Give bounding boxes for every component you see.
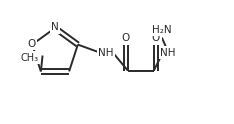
Text: H₂N: H₂N: [152, 25, 172, 35]
Text: NH: NH: [98, 48, 113, 58]
Text: O: O: [152, 33, 160, 43]
Text: N: N: [51, 22, 59, 32]
Text: O: O: [27, 39, 35, 49]
Text: NH: NH: [160, 48, 176, 58]
Text: CH₃: CH₃: [20, 52, 39, 62]
Text: O: O: [122, 33, 130, 43]
